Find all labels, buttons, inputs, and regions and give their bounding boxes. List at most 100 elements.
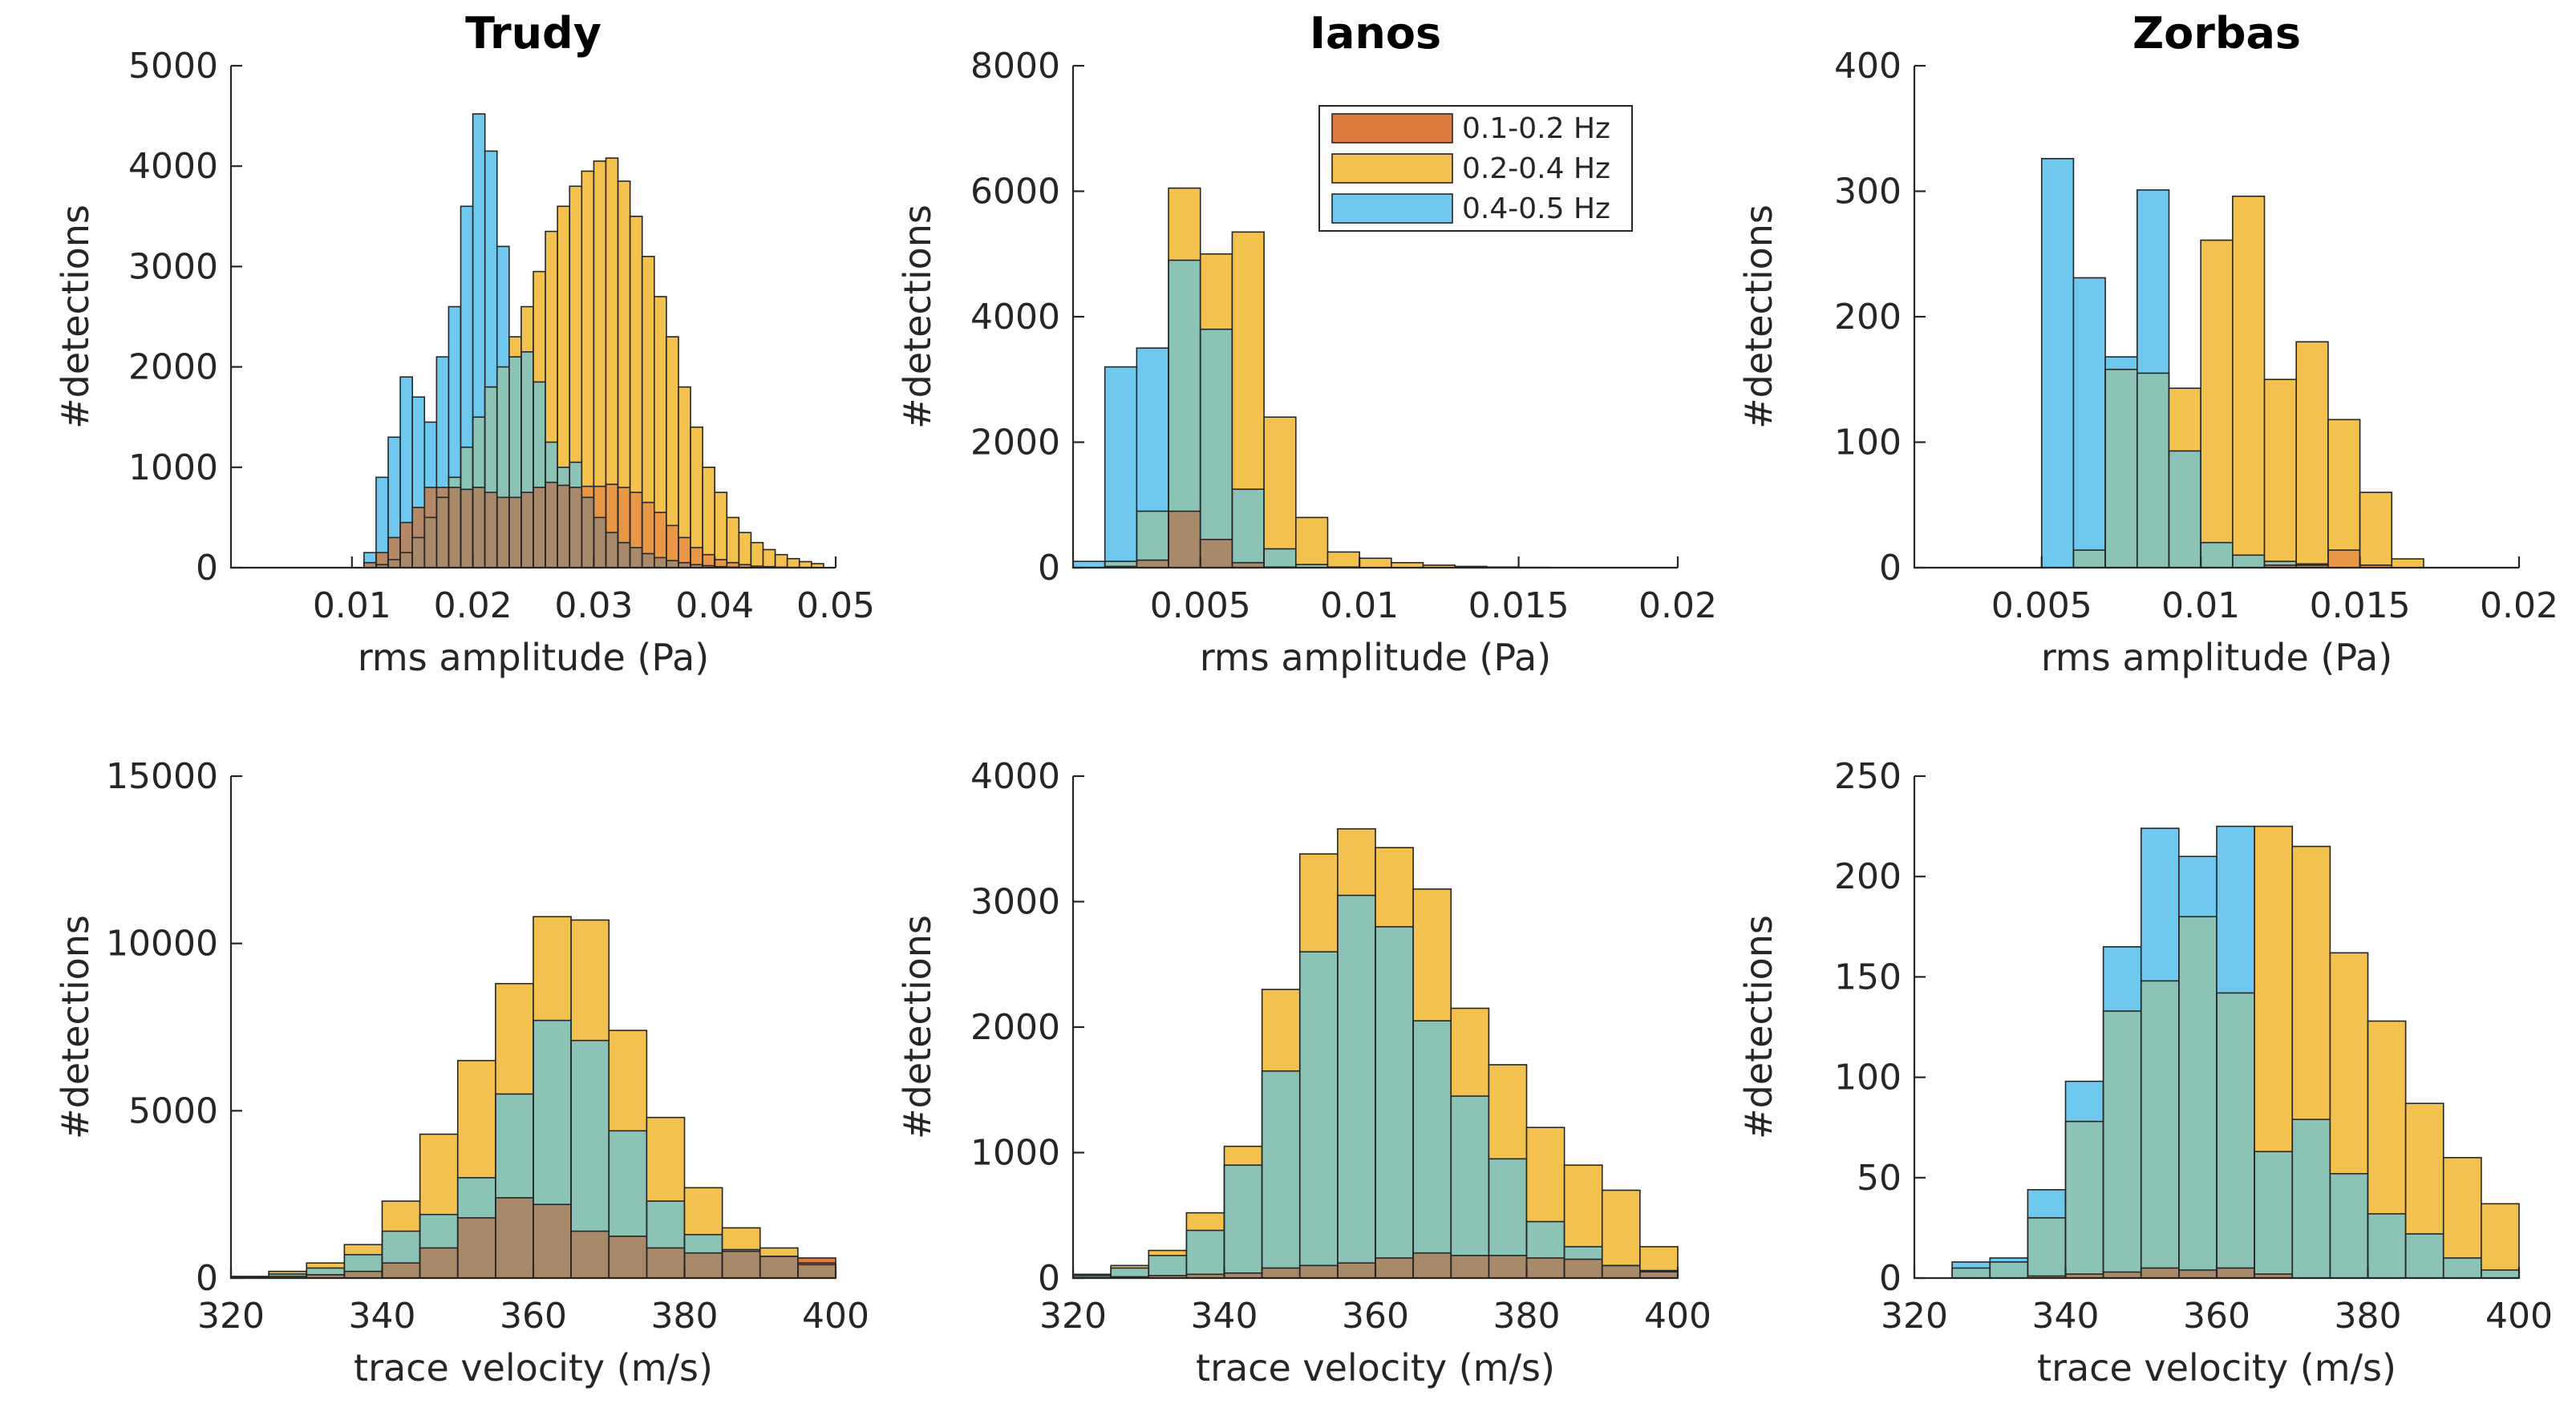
- x-tick-label: 340: [1191, 1296, 1258, 1337]
- histogram-bar-segment: [2330, 953, 2368, 1174]
- histogram-bar-segment: [375, 552, 389, 565]
- histogram-bar-segment: [412, 507, 425, 538]
- histogram-bar-segment: [2041, 158, 2074, 568]
- panel-trudy-rms: 0 1000 2000 3000 4000 5000 0.01 0.02 0.03 0.04 0.0…: [54, 8, 875, 679]
- panel-trudy-velocity: 0 5000 10000 15000 320 340 360 380 400 trace velo…: [54, 756, 869, 1390]
- histogram-bar-segment: [495, 1197, 534, 1278]
- x-tick-label: 380: [1493, 1296, 1561, 1337]
- y-axis-label: #detections: [896, 915, 939, 1139]
- histogram-bar-segment: [1488, 1064, 1527, 1159]
- histogram-bar-segment: [269, 1273, 307, 1276]
- histogram-bar-segment: [1375, 847, 1414, 927]
- histogram-bar-segment: [533, 1204, 572, 1278]
- histogram-bar-segment: [2481, 1269, 2520, 1278]
- histogram-bar-segment: [569, 487, 582, 568]
- histogram-bar-segment: [2103, 946, 2141, 1011]
- histogram-bar-segment: [472, 114, 485, 418]
- histogram-bar-segment: [1327, 552, 1360, 568]
- x-tick-label: 0.05: [796, 585, 875, 626]
- x-tick-label: 0.02: [1638, 585, 1717, 626]
- histogram-bar-segment: [727, 517, 739, 563]
- histogram-bar-segment: [424, 422, 437, 487]
- histogram-bar-segment: [448, 477, 461, 487]
- x-tick-label: 360: [2183, 1296, 2250, 1337]
- histogram-bar-segment: [533, 487, 546, 568]
- histogram-bar-segment: [2141, 1268, 2179, 1278]
- histogram-bar-segment: [363, 562, 376, 568]
- histogram-bar-segment: [344, 1254, 383, 1272]
- histogram-bar-segment: [1990, 1257, 2028, 1262]
- histogram-bar-segment: [363, 552, 376, 563]
- histogram-bar-segment: [484, 386, 497, 493]
- histogram-bar-segment: [1299, 952, 1338, 1266]
- histogram-bar-segment: [2481, 1203, 2520, 1270]
- histogram-bar-segment: [1224, 1146, 1262, 1166]
- histogram-bar-segment: [2264, 561, 2297, 565]
- histogram-bar-segment: [400, 377, 413, 523]
- histogram-bar-segment: [715, 492, 727, 560]
- histogram-bar-segment: [508, 337, 521, 358]
- y-tick-label: 2000: [128, 347, 218, 388]
- y-tick-label: 50: [1857, 1158, 1902, 1199]
- histogram-bar-segment: [419, 1214, 458, 1248]
- y-tick-label: 400: [1834, 46, 1902, 87]
- histogram-bar-segment: [727, 562, 739, 568]
- histogram-bar-segment: [666, 560, 678, 568]
- histogram-bar-segment: [2217, 1268, 2255, 1278]
- histogram-bar-segment: [2254, 1273, 2293, 1278]
- histogram-bar-segment: [412, 397, 425, 508]
- histogram-bar-segment: [2141, 828, 2179, 981]
- x-tick-label: 380: [2335, 1296, 2402, 1337]
- histogram-bar-segment: [1526, 1221, 1565, 1258]
- panel-title: Trudy: [465, 8, 601, 59]
- x-tick-label: 320: [1881, 1296, 1948, 1337]
- histogram-bar-segment: [2103, 1272, 2141, 1278]
- histogram-bar-segment: [1295, 564, 1328, 568]
- histogram-bar-segment: [2367, 1213, 2406, 1278]
- histogram-bar-segment: [2264, 564, 2297, 568]
- x-tick-label: 380: [651, 1296, 719, 1337]
- histogram-bar-segment: [1232, 562, 1265, 568]
- histogram-bar-segment: [344, 1271, 383, 1278]
- x-tick-label: 0.01: [313, 585, 391, 626]
- histogram-bar-segment: [1073, 1275, 1112, 1278]
- y-tick-label: 200: [1834, 856, 1902, 897]
- histogram-bar-segment: [1136, 511, 1169, 560]
- histogram-bar-segment: [1337, 895, 1376, 1264]
- x-tick-label: 400: [2485, 1296, 2553, 1337]
- histogram-bar-segment: [1602, 1265, 1640, 1278]
- histogram-bar-segment: [400, 552, 413, 568]
- y-axis-label: #detections: [54, 915, 97, 1139]
- histogram-bar-segment: [484, 151, 497, 387]
- y-tick-label: 250: [1834, 756, 1902, 797]
- histogram-bar-segment: [557, 485, 570, 568]
- y-tick-label: 200: [1834, 297, 1902, 338]
- histogram-bar-segment: [545, 231, 558, 443]
- histogram-bar-segment: [1451, 1255, 1489, 1278]
- histogram-bar-segment: [1451, 1008, 1489, 1097]
- histogram-bar-segment: [1186, 1274, 1225, 1278]
- histogram-bar-segment: [1262, 1070, 1300, 1268]
- histogram-bar-segment: [1337, 1263, 1376, 1278]
- histogram-bar-segment: [1111, 1268, 1149, 1277]
- histogram-bar-segment: [1104, 561, 1137, 567]
- histogram-bar-segment: [1148, 1275, 1187, 1278]
- histogram-bar-segment: [2232, 555, 2265, 568]
- histogram-bar-segment: [759, 1248, 798, 1256]
- histogram-bar-segment: [691, 547, 703, 565]
- histogram-bar-segment: [2027, 1217, 2066, 1276]
- histogram-bar-segment: [593, 486, 606, 518]
- histogram-bar-segment: [684, 1187, 723, 1235]
- y-tick-label: 10000: [106, 924, 218, 965]
- histogram-bar-segment: [630, 492, 642, 548]
- histogram-bar-segment: [2264, 379, 2297, 562]
- histogram-bar-segment: [496, 366, 509, 498]
- histogram-bar-segment: [654, 557, 666, 568]
- panel-zorbas-rms: 0 100 200 300 400 0.005 0.01 0.015 0.02 rms ampli…: [1737, 8, 2558, 679]
- histogram-bar-segment: [2201, 542, 2233, 568]
- y-tick-label: 2000: [970, 423, 1060, 463]
- histogram-bar-segment: [533, 271, 546, 382]
- histogram-bar-segment: [1413, 888, 1452, 1021]
- histogram-bar-segment: [269, 1271, 307, 1274]
- histogram-bar-segment: [2073, 277, 2106, 551]
